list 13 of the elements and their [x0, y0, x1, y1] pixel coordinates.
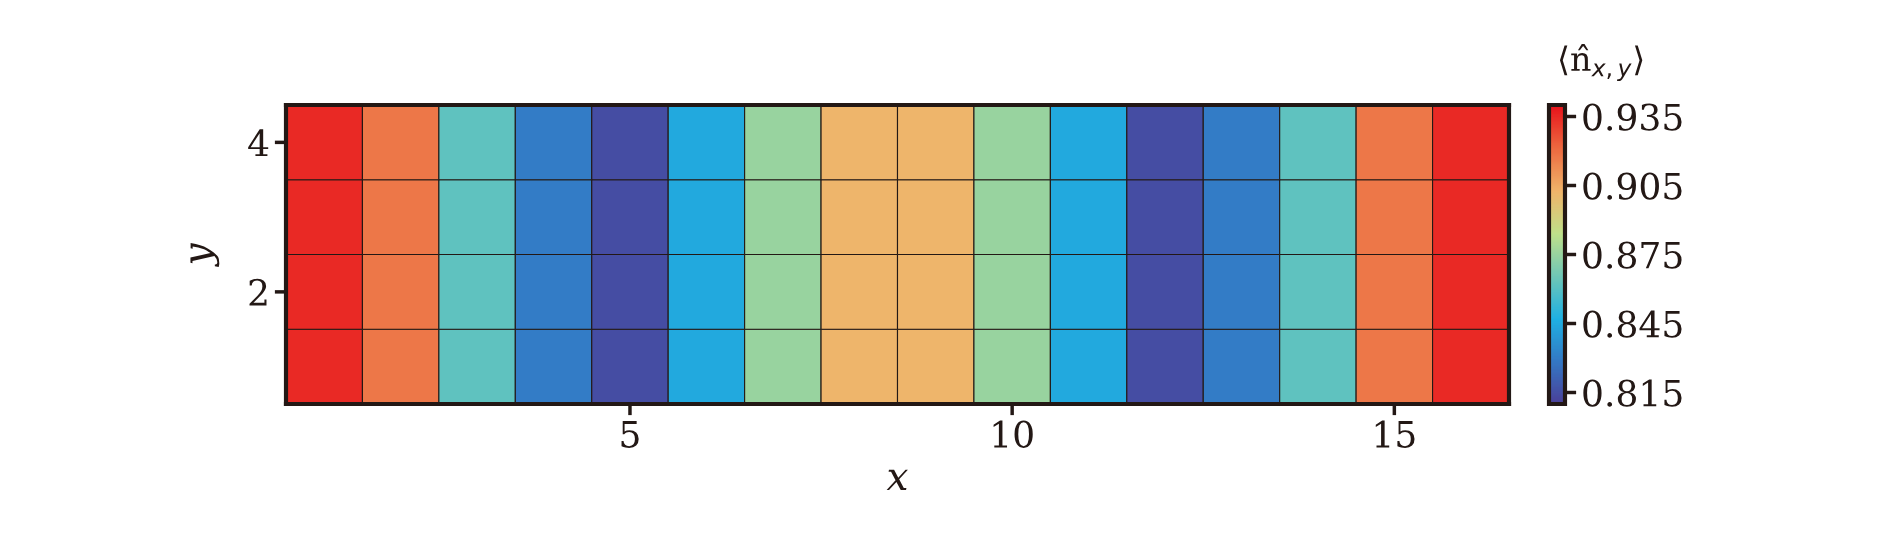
- color-bar-label: 0.905: [1583, 172, 1682, 200]
- x-tick-label: 10: [993, 420, 1033, 448]
- y-tick-label: 2: [249, 278, 267, 306]
- x-tick-label: 5: [621, 421, 639, 448]
- y-tick-label: 4: [248, 129, 269, 157]
- color-bar-title: ⟨n̂$_{x,y}$⟩: [1559, 44, 1643, 82]
- color-bar-label: 0.875: [1583, 241, 1682, 269]
- y-axis-title: y: [190, 243, 220, 267]
- color-bar-label: 0.845: [1583, 310, 1682, 338]
- color-bar-label: 0.935: [1583, 103, 1682, 131]
- x-tick-label: 15: [1375, 420, 1415, 448]
- color-bar-label: 0.815: [1583, 379, 1682, 407]
- x-axis-title: x: [886, 469, 908, 491]
